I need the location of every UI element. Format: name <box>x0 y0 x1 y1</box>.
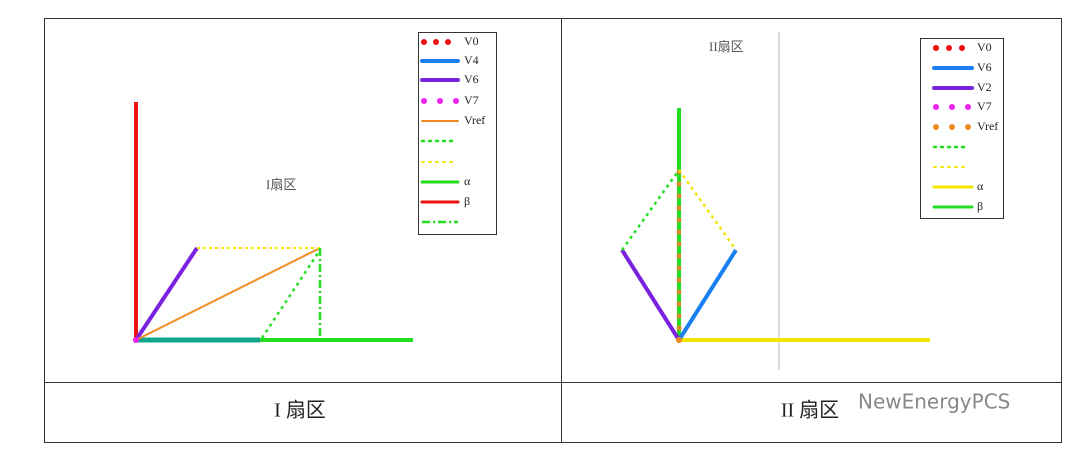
legend-label: α <box>464 174 471 188</box>
legend-label: V7 <box>464 93 479 107</box>
vref-vector <box>135 247 321 341</box>
v2-vector <box>620 248 681 342</box>
legend-label: V2 <box>977 80 992 94</box>
v6-vector <box>134 246 199 342</box>
legend-label: α <box>977 179 984 193</box>
table-frame <box>44 18 1062 443</box>
origin <box>676 337 682 343</box>
legend-label: V6 <box>464 72 479 86</box>
legend-label: V4 <box>464 53 479 67</box>
legend-swatches <box>420 39 463 224</box>
legend-swatches <box>932 45 975 209</box>
legend-label: Vref <box>977 119 998 133</box>
yellow-dotted <box>677 169 738 251</box>
legend-label: Vref <box>464 113 485 127</box>
legend-label: V0 <box>464 34 479 48</box>
right-diagram: II扇区 V0 V6 V2 V7 Vref α β <box>620 32 1004 370</box>
legend-label: β <box>977 199 983 213</box>
legend-label: V6 <box>977 60 992 74</box>
sector-label: II扇区 <box>709 39 744 54</box>
watermark: NewEnergyPCS <box>858 390 1010 414</box>
caption: I 扇区 <box>274 399 326 422</box>
legend-label: β <box>464 194 470 208</box>
caption: II 扇区 <box>781 399 839 422</box>
left-diagram: I扇区 V0 V4 V6 V7 Vref α β <box>133 32 497 343</box>
origin <box>133 337 139 343</box>
legend-label: V0 <box>977 40 992 54</box>
legend-label: V7 <box>977 99 992 113</box>
green-dotted <box>620 169 681 251</box>
sector-label: I扇区 <box>266 177 296 192</box>
v6-vector <box>677 248 738 342</box>
